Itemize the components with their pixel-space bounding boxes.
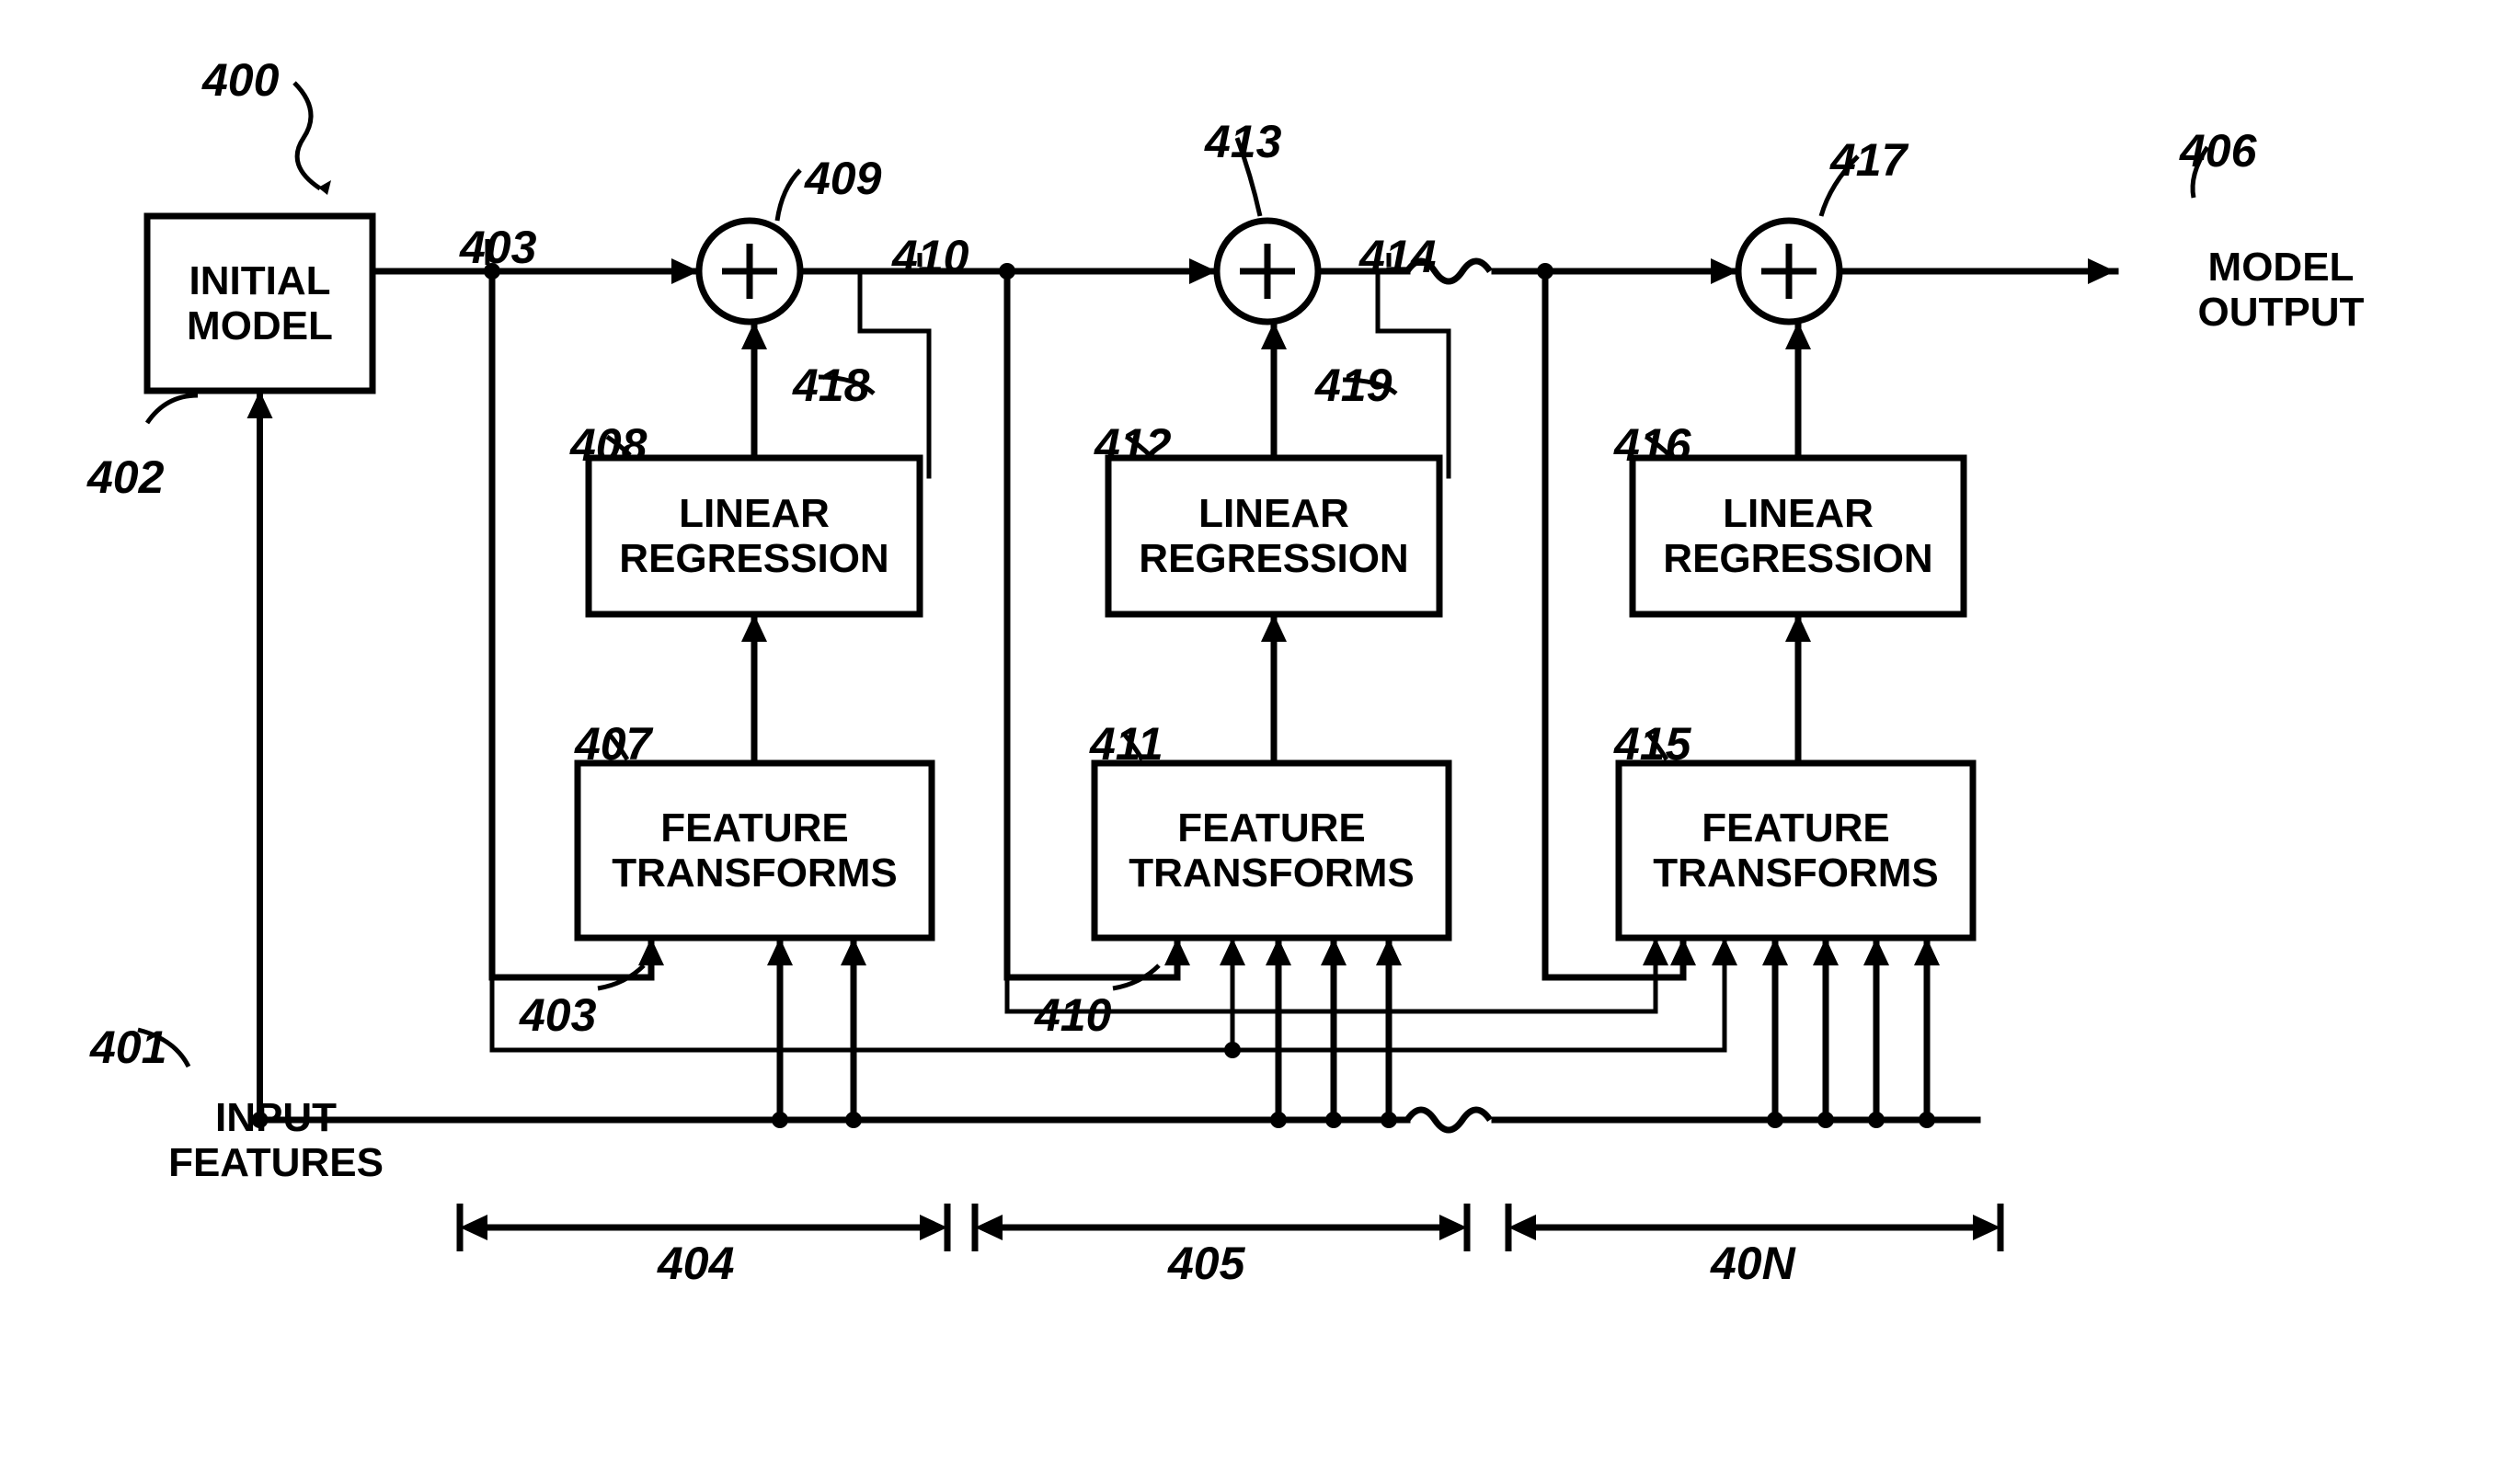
ref-415: 415 — [1613, 718, 1692, 770]
ref-414: 414 — [1358, 231, 1436, 282]
ref-416: 416 — [1613, 419, 1692, 471]
ref-400-arrowhead — [318, 180, 331, 195]
continuation-squiggle-bottom — [1407, 1110, 1490, 1130]
ref-411: 411 — [1089, 718, 1163, 770]
feature-transforms-label-2: FEATURE — [1177, 805, 1366, 850]
ref-404: 404 — [657, 1238, 734, 1289]
linear-regression-label-2: REGRESSION — [1139, 536, 1408, 581]
input-features-label: FEATURES — [168, 1140, 384, 1185]
model-output-label: MODEL — [2208, 245, 2355, 290]
ref-410: 410 — [1034, 989, 1112, 1041]
ref-leader-c402 — [147, 395, 198, 423]
feature-transforms-label-2: TRANSFORMS — [1129, 850, 1414, 896]
ref-leader-c409 — [777, 170, 800, 221]
ref-406: 406 — [2179, 125, 2258, 177]
ref-400: 400 — [201, 54, 280, 106]
initial-model-label: MODEL — [187, 303, 333, 348]
feature-transforms-label-3: TRANSFORMS — [1653, 850, 1938, 896]
ref-40N: 40N — [1710, 1238, 1796, 1289]
ref-401: 401 — [89, 1022, 166, 1073]
feature-transforms-label-3: FEATURE — [1702, 805, 1890, 850]
input-features-label: INPUT — [215, 1095, 337, 1140]
linear-regression-label-3: LINEAR — [1723, 491, 1874, 536]
ref-leader-c400 — [294, 83, 320, 188]
linear-regression-label-2: LINEAR — [1198, 491, 1349, 536]
ref-409: 409 — [804, 153, 882, 204]
linear-regression-label-1: REGRESSION — [619, 536, 888, 581]
ref-410: 410 — [891, 231, 969, 282]
linear-regression-label-3: REGRESSION — [1663, 536, 1932, 581]
ref-408: 408 — [569, 419, 648, 471]
ref-403: 403 — [519, 989, 597, 1041]
linear-regression-label-1: LINEAR — [679, 491, 830, 536]
initial-model-label: INITIAL — [189, 258, 331, 303]
ref-403: 403 — [459, 222, 537, 273]
feature-transforms-label-1: TRANSFORMS — [612, 850, 897, 896]
ref-402: 402 — [86, 451, 165, 503]
wire-418 — [860, 271, 929, 476]
model-output-label: OUTPUT — [2198, 290, 2365, 335]
ref-412: 412 — [1094, 419, 1172, 471]
feature-transforms-label-1: FEATURE — [660, 805, 849, 850]
ref-407: 407 — [574, 718, 654, 770]
ref-405: 405 — [1167, 1238, 1246, 1289]
